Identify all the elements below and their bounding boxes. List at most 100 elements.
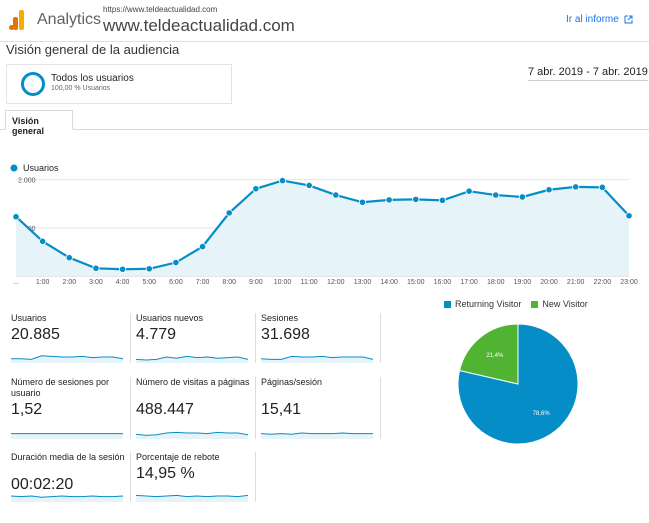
x-tick-label: 10:00 xyxy=(274,279,292,285)
data-point[interactable] xyxy=(145,265,153,273)
metric-card[interactable]: Porcentaje de rebote 14,95 % xyxy=(136,452,256,502)
metric-label: Número de visitas a páginas xyxy=(136,377,250,387)
metric-label: Duración media de la sesión xyxy=(11,452,125,462)
metric-sparkline xyxy=(136,431,248,439)
x-tick-label: 11:00 xyxy=(301,279,318,285)
sparkline-area xyxy=(136,432,248,439)
date-range-selector[interactable]: 7 abr. 2019 - 7 abr. 2019 xyxy=(528,66,648,81)
data-point[interactable] xyxy=(252,185,260,193)
data-point[interactable] xyxy=(412,195,420,203)
metric-value: 4.779 xyxy=(136,326,177,343)
x-tick-label: 2:00 xyxy=(62,279,76,285)
data-point[interactable] xyxy=(12,213,20,221)
metric-sparkline xyxy=(11,355,123,363)
data-point[interactable] xyxy=(225,209,233,217)
sparkline-line xyxy=(261,432,373,435)
legend-returning-swatch xyxy=(444,300,451,308)
x-tick-label: ... xyxy=(13,279,19,285)
metric-card[interactable]: Usuarios 20.885 xyxy=(11,313,131,363)
data-point[interactable] xyxy=(518,193,526,201)
x-tick-label: 8:00 xyxy=(222,279,236,285)
pie-legend: Returning Visitor New Visitor xyxy=(444,299,588,309)
segment-circle-icon xyxy=(21,72,45,96)
segment-card[interactable]: Todos los usuarios 100,00 % Usuarios xyxy=(6,64,232,104)
sparkline-area xyxy=(11,496,123,502)
metric-card[interactable]: Número de visitas a páginas 488.447 xyxy=(136,377,256,439)
data-point[interactable] xyxy=(39,237,47,245)
x-tick-label: 7:00 xyxy=(196,279,210,285)
sparkline-line xyxy=(261,355,373,360)
metric-sparkline xyxy=(11,495,123,502)
pie-slice-new[interactable] xyxy=(458,323,519,385)
x-tick-label: 9:00 xyxy=(249,279,263,285)
data-point[interactable] xyxy=(598,183,606,191)
x-tick-label: 13:00 xyxy=(354,279,372,285)
segment-title: Todos los usuarios xyxy=(51,73,134,84)
go-to-report-link[interactable]: Ir al informe xyxy=(566,14,633,25)
metric-card[interactable]: Duración media de la sesión 00:02:20 xyxy=(11,452,131,502)
metric-card[interactable]: Páginas/sesión 15,41 xyxy=(261,377,381,439)
series-area xyxy=(16,180,629,276)
x-tick-label: 20:00 xyxy=(540,279,558,285)
x-tick-label: 3:00 xyxy=(89,279,103,285)
metric-card[interactable]: Usuarios nuevos 4.779 xyxy=(136,313,256,363)
sparkline-line xyxy=(136,431,248,436)
data-point[interactable] xyxy=(492,191,500,199)
legend-new-label: New Visitor xyxy=(542,299,588,309)
analytics-logo-icon[interactable] xyxy=(9,10,25,30)
metric-card[interactable]: Sesiones 31.698 xyxy=(261,313,381,363)
property-url-small: https://www.teldeactualidad.com xyxy=(103,5,218,14)
x-tick-label: 19:00 xyxy=(514,279,532,285)
data-point[interactable] xyxy=(172,258,180,267)
pie-slice-returning[interactable] xyxy=(457,323,579,445)
x-tick-label: 15:00 xyxy=(407,279,425,285)
pie-slice-label: 21,4% xyxy=(486,353,504,359)
metric-sparkline xyxy=(11,433,123,439)
x-tick-label: 22:00 xyxy=(594,279,612,285)
app-name: Analytics xyxy=(37,11,102,28)
metric-value: 15,41 xyxy=(261,401,302,418)
legend-new-swatch xyxy=(531,300,539,308)
metric-card[interactable]: Número de sesiones por usuario 1,52 xyxy=(11,377,131,439)
go-to-report-label[interactable]: Ir al informe xyxy=(566,14,619,25)
property-name[interactable]: www.teldeactualidad.com xyxy=(103,16,295,35)
metric-label: Sesiones xyxy=(261,313,299,323)
data-point[interactable] xyxy=(465,187,473,195)
external-link-icon xyxy=(624,15,633,24)
data-point[interactable] xyxy=(278,176,287,185)
series-line xyxy=(15,179,630,271)
tab-overview[interactable]: Visión general xyxy=(5,110,73,136)
data-point[interactable] xyxy=(65,254,73,262)
data-point[interactable] xyxy=(625,212,633,220)
data-point[interactable] xyxy=(572,183,580,191)
y-tick-label: 2.000 xyxy=(18,178,36,185)
sparkline-area xyxy=(261,356,373,363)
legend-returning: Returning Visitor xyxy=(444,299,521,309)
users-line-chart: Usuarios2.0001.000...1:002:003:004:005:0… xyxy=(10,163,638,285)
data-point[interactable] xyxy=(438,196,447,204)
x-tick-label: 16:00 xyxy=(434,279,452,285)
x-tick-label: 18:00 xyxy=(487,279,505,285)
data-point[interactable] xyxy=(332,191,340,199)
data-point[interactable] xyxy=(119,265,127,273)
metric-value: 00:02:20 xyxy=(11,476,74,493)
header: Analytics https://www.teldeactualidad.co… xyxy=(0,0,649,42)
data-point[interactable] xyxy=(385,196,393,204)
data-point[interactable] xyxy=(92,264,100,272)
metric-value: 31.698 xyxy=(261,326,310,343)
metric-value: 20.885 xyxy=(11,326,60,343)
data-point[interactable] xyxy=(305,181,313,190)
metric-label: Porcentaje de rebote xyxy=(136,452,220,462)
data-point[interactable] xyxy=(358,198,367,206)
metric-label: Páginas/sesión xyxy=(261,377,323,387)
metric-value: 14,95 % xyxy=(136,465,195,482)
data-point[interactable] xyxy=(545,186,553,194)
metric-label: Usuarios nuevos xyxy=(136,313,204,323)
x-tick-label: 1:00 xyxy=(36,279,50,285)
data-point[interactable] xyxy=(198,243,207,251)
legend-new: New Visitor xyxy=(531,299,588,309)
sparkline-line xyxy=(136,355,248,361)
x-tick-label: 21:00 xyxy=(567,279,585,285)
metric-sparkline xyxy=(261,432,373,439)
legend-series-marker xyxy=(10,164,18,172)
